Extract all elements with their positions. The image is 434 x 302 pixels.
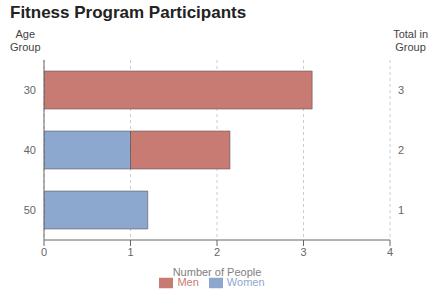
html-text:Age Group: Age Group bbox=[10, 28, 41, 53]
html-text:Fitness Program Participants: Fitness Program Participants bbox=[10, 3, 247, 22]
svg-text:4: 4 bbox=[387, 246, 393, 258]
html-text:Men: Men bbox=[177, 276, 199, 288]
svg-text:1: 1 bbox=[398, 204, 404, 216]
svg-text:3: 3 bbox=[398, 84, 404, 96]
svg-text:0: 0 bbox=[41, 246, 47, 258]
svg-text:30: 30 bbox=[24, 84, 36, 96]
html-text:Women: Women bbox=[226, 276, 265, 288]
svg-text:Number of People: Number of People bbox=[173, 266, 262, 278]
svg-text:40: 40 bbox=[24, 144, 36, 156]
svg-text:3: 3 bbox=[300, 246, 306, 258]
svg-text:50: 50 bbox=[24, 204, 36, 216]
html-text:Total in Group: Total in Group bbox=[393, 28, 428, 53]
svg-text:2: 2 bbox=[398, 144, 404, 156]
svg-text:2: 2 bbox=[214, 246, 220, 258]
svg-text:1: 1 bbox=[127, 246, 133, 258]
